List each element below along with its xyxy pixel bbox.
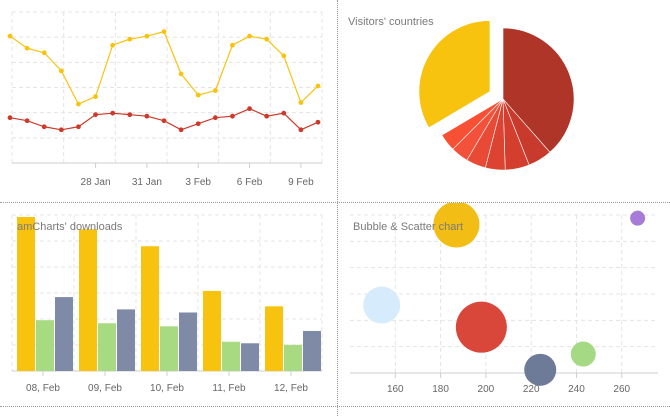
line-point xyxy=(161,29,167,35)
bubble-x-tick-label: 220 xyxy=(523,384,540,395)
line-point xyxy=(298,127,304,133)
line-point xyxy=(76,101,81,107)
panel-divider-horizontal xyxy=(0,202,670,203)
line-point xyxy=(144,33,150,39)
line-point xyxy=(247,106,252,112)
bubble-point xyxy=(630,210,646,226)
line-point xyxy=(281,110,287,116)
line-x-tick-label: 28 Jan xyxy=(81,177,111,188)
bubble-x-tick-label: 160 xyxy=(387,384,404,395)
pie-chart-title: Visitors' countries xyxy=(348,16,434,28)
line-point xyxy=(212,115,218,121)
line-point xyxy=(7,115,13,121)
line-point xyxy=(315,83,321,89)
line-point xyxy=(58,68,64,74)
line-point xyxy=(298,100,304,105)
bar-2 xyxy=(98,323,116,371)
line-point xyxy=(281,53,287,59)
line-point xyxy=(178,127,184,133)
line-point xyxy=(247,33,252,39)
line-chart-panel: 28 Jan 31 Jan 3 Feb 6 Feb 9 Feb xyxy=(0,0,336,202)
line-x-tick-label: 31 Jan xyxy=(132,177,162,188)
line-x-tick-label: 6 Feb xyxy=(237,177,263,188)
bubble-x-tick-label: 260 xyxy=(613,384,630,395)
bubble-point xyxy=(433,201,480,248)
bubble-x-tick-label: 240 xyxy=(568,384,585,395)
line-point xyxy=(110,110,116,116)
bar-1 xyxy=(79,229,97,371)
pie-chart-panel: Visitors' countries xyxy=(338,0,670,202)
bar-3 xyxy=(117,309,135,371)
bar-1 xyxy=(17,217,35,371)
line-point xyxy=(24,45,30,51)
line-point xyxy=(161,118,167,124)
bar-3 xyxy=(303,330,321,371)
line-point xyxy=(93,112,98,118)
line-point xyxy=(178,71,184,77)
line-chart: 28 Jan 31 Jan 3 Feb 6 Feb 9 Feb xyxy=(7,11,323,188)
line-point xyxy=(195,92,201,98)
panel-divider-bottom xyxy=(0,406,670,407)
bar-chart-panel: 08, Feb 09, Feb 10, Feb 11, Feb 12, Feb amCh… xyxy=(0,203,336,406)
bubble-chart-title: Bubble & Scatter chart xyxy=(353,221,464,233)
line-point xyxy=(58,127,64,133)
bubble-point xyxy=(524,353,557,386)
pie-slice xyxy=(418,20,491,129)
bar-2 xyxy=(222,341,240,371)
bar-3 xyxy=(179,312,197,371)
bar-3 xyxy=(241,343,259,371)
line-point xyxy=(41,124,47,130)
line-point xyxy=(230,113,235,119)
bubble-point xyxy=(570,341,596,367)
bar-category-label: 10, Feb xyxy=(150,383,184,394)
line-point xyxy=(41,50,47,56)
bubble-chart: 160 180 200 220 240 260 xyxy=(350,201,658,395)
pie-chart xyxy=(418,20,575,171)
line-point xyxy=(7,33,13,39)
line-point xyxy=(264,113,270,119)
line-x-tick-label: 3 Feb xyxy=(185,177,211,188)
line-point xyxy=(230,42,235,48)
line-point xyxy=(264,36,270,42)
line-point xyxy=(24,118,30,124)
bar-category-label: 09, Feb xyxy=(88,383,122,394)
bar-2 xyxy=(160,326,178,371)
bubble-point xyxy=(455,301,507,353)
bar-category-label: 11, Feb xyxy=(212,383,246,394)
pie-slice xyxy=(441,98,504,150)
bubble-chart-panel: 160 180 200 220 240 260 Bubble & Scatter char… xyxy=(338,201,670,406)
line-point xyxy=(195,121,201,127)
line-point xyxy=(127,112,133,118)
bar-3 xyxy=(55,297,73,371)
bar-1 xyxy=(141,246,159,371)
bar-chart: 08, Feb 09, Feb 10, Feb 11, Feb 12, Feb xyxy=(11,214,323,394)
pie-slice xyxy=(502,27,575,153)
line-point xyxy=(93,94,98,99)
bubble-point xyxy=(363,286,401,324)
panel-divider-vertical xyxy=(337,0,338,416)
bar-1 xyxy=(203,290,221,371)
line-point xyxy=(315,119,321,125)
bar-1 xyxy=(265,306,283,371)
bubble-x-tick-label: 200 xyxy=(478,384,495,395)
line-point xyxy=(110,42,116,48)
line-point xyxy=(144,113,150,119)
line-x-tick-label: 9 Feb xyxy=(288,177,314,188)
bar-2 xyxy=(36,320,54,371)
bar-chart-title: amCharts' downloads xyxy=(17,221,123,233)
bar-2 xyxy=(284,344,302,371)
line-point xyxy=(212,88,218,93)
line-series-1 xyxy=(9,30,319,105)
bubble-x-tick-label: 180 xyxy=(432,384,449,395)
line-point xyxy=(76,124,81,130)
bar-category-label: 12, Feb xyxy=(274,383,308,394)
bar-category-label: 08, Feb xyxy=(26,383,60,394)
line-point xyxy=(127,36,133,42)
